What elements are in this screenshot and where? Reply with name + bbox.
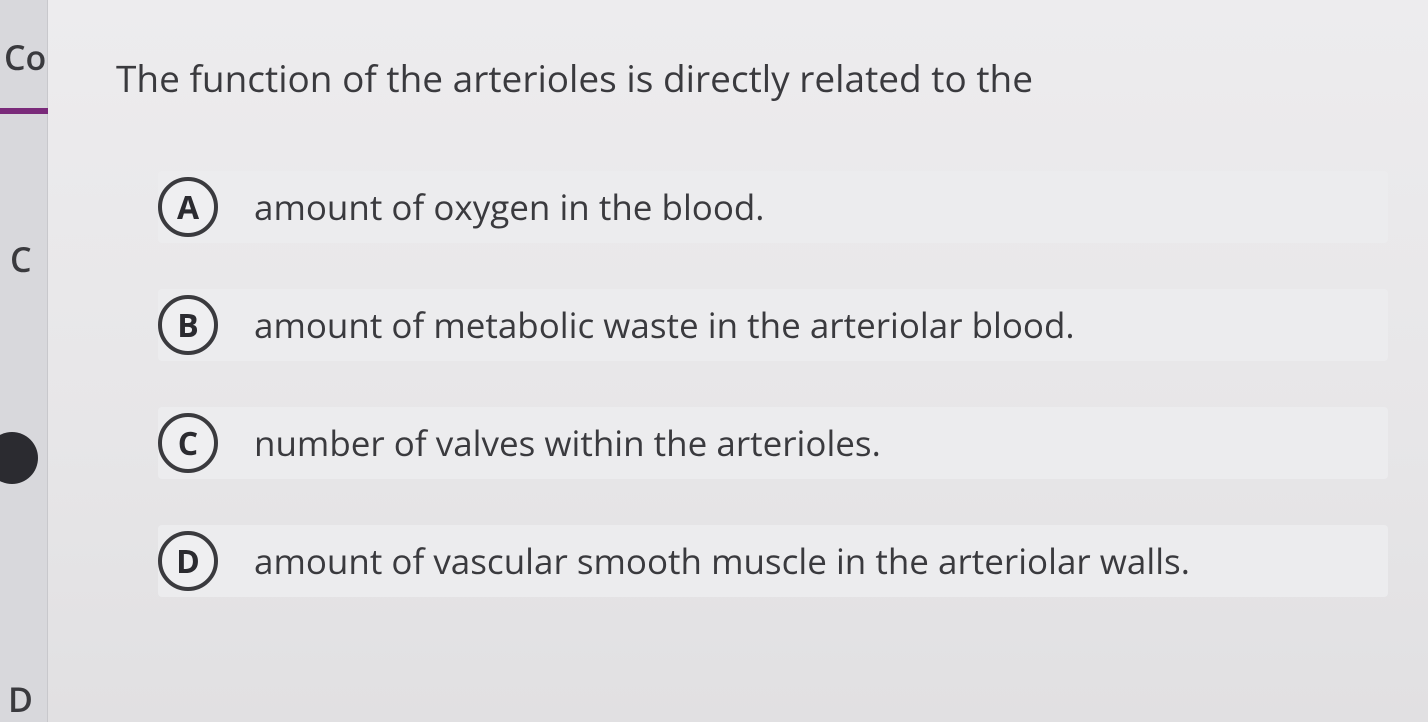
sidebar-progress-dot xyxy=(0,432,38,484)
option-text-c: number of valves within the arterioles. xyxy=(254,420,881,467)
sidebar-label-c: C xyxy=(10,236,32,282)
option-text-a: amount of oxygen in the blood. xyxy=(254,184,765,231)
option-c[interactable]: C number of valves within the arterioles… xyxy=(158,407,1388,479)
sidebar-label-co: Co xyxy=(4,34,46,80)
question-text: The function of the arterioles is direct… xyxy=(116,52,1388,103)
left-sidebar-strip: Co C D xyxy=(0,0,48,722)
options-container: A amount of oxygen in the blood. B amoun… xyxy=(116,171,1388,597)
option-b[interactable]: B amount of metabolic waste in the arter… xyxy=(158,289,1388,361)
option-text-d: amount of vascular smooth muscle in the … xyxy=(254,538,1190,585)
sidebar-accent-bar xyxy=(0,108,48,114)
option-letter-a: A xyxy=(158,177,218,237)
sidebar-label-d: D xyxy=(8,676,33,722)
option-a[interactable]: A amount of oxygen in the blood. xyxy=(158,171,1388,243)
option-letter-c: C xyxy=(158,413,218,473)
option-letter-b: B xyxy=(158,295,218,355)
option-text-b: amount of metabolic waste in the arterio… xyxy=(254,302,1075,349)
question-page: The function of the arterioles is direct… xyxy=(48,0,1428,722)
option-letter-d: D xyxy=(158,531,218,591)
option-d[interactable]: D amount of vascular smooth muscle in th… xyxy=(158,525,1388,597)
